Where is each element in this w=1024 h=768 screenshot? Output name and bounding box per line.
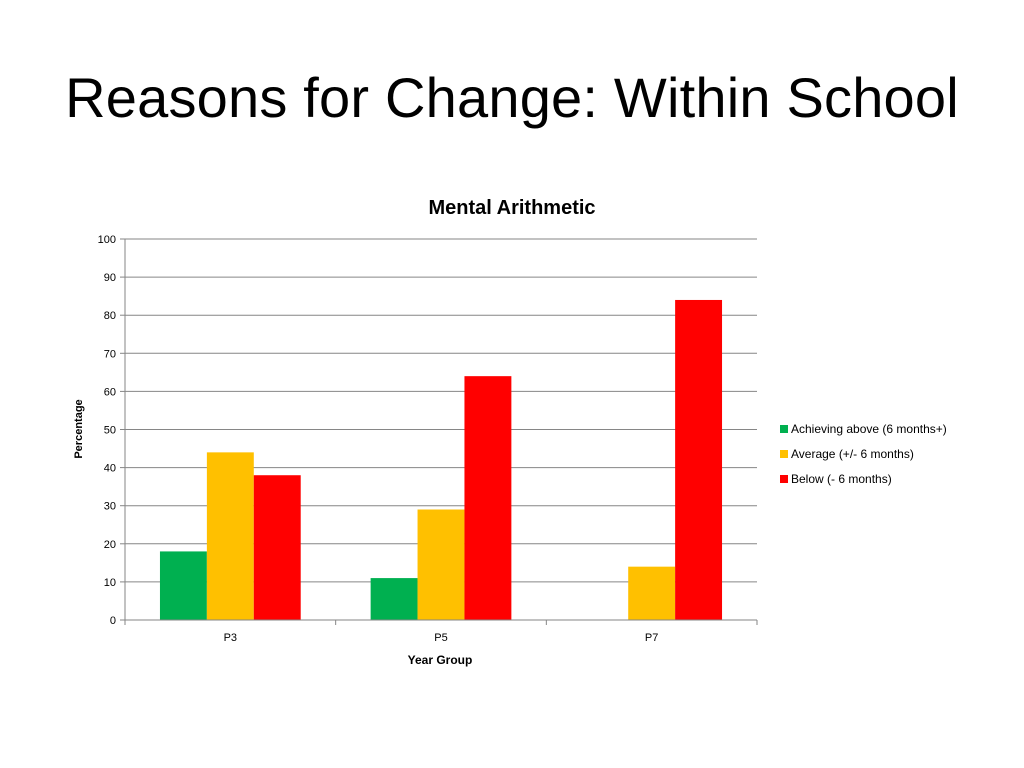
bar	[675, 299, 723, 620]
bars	[159, 299, 723, 620]
bar	[206, 452, 254, 620]
x-tick-label: P3	[224, 632, 237, 644]
axes	[120, 238, 758, 625]
y-tick-label: 90	[104, 272, 116, 284]
y-tick-labels: 0 10 20 30 40 50 60 70 80 90 100	[98, 234, 116, 627]
y-tick-label: 30	[104, 501, 116, 513]
y-tick-label: 100	[98, 234, 116, 246]
x-tick-label: P5	[434, 632, 447, 644]
x-tick-label: P7	[645, 632, 658, 644]
bar	[370, 578, 418, 620]
y-axis-label: Percentage	[73, 399, 85, 458]
y-tick-label: 40	[104, 463, 116, 475]
legend-swatch	[780, 475, 788, 483]
bar	[628, 566, 676, 620]
y-tick-label: 80	[104, 310, 116, 322]
y-tick-label: 0	[110, 615, 116, 627]
bar	[159, 551, 207, 620]
legend-label: Achieving above (6 months+)	[791, 422, 947, 436]
y-tick-label: 60	[104, 386, 116, 398]
bar	[253, 475, 301, 620]
legend-swatch	[780, 450, 788, 458]
y-tick-label: 20	[104, 539, 116, 551]
x-axis-label: Year Group	[408, 653, 473, 667]
legend-label: Below (- 6 months)	[791, 472, 892, 486]
slide-title: Reasons for Change: Within School	[65, 66, 959, 129]
bar	[464, 376, 512, 620]
x-tick-labels: P3 P5 P7	[224, 632, 659, 644]
y-tick-label: 50	[104, 425, 116, 437]
legend-label: Average (+/- 6 months)	[791, 447, 914, 461]
bar	[417, 509, 465, 620]
legend-swatch	[780, 425, 788, 433]
y-tick-label: 10	[104, 577, 116, 589]
chart-title: Mental Arithmetic	[428, 197, 595, 219]
legend: Achieving above (6 months+) Average (+/- …	[780, 422, 947, 486]
y-tick-label: 70	[104, 348, 116, 360]
